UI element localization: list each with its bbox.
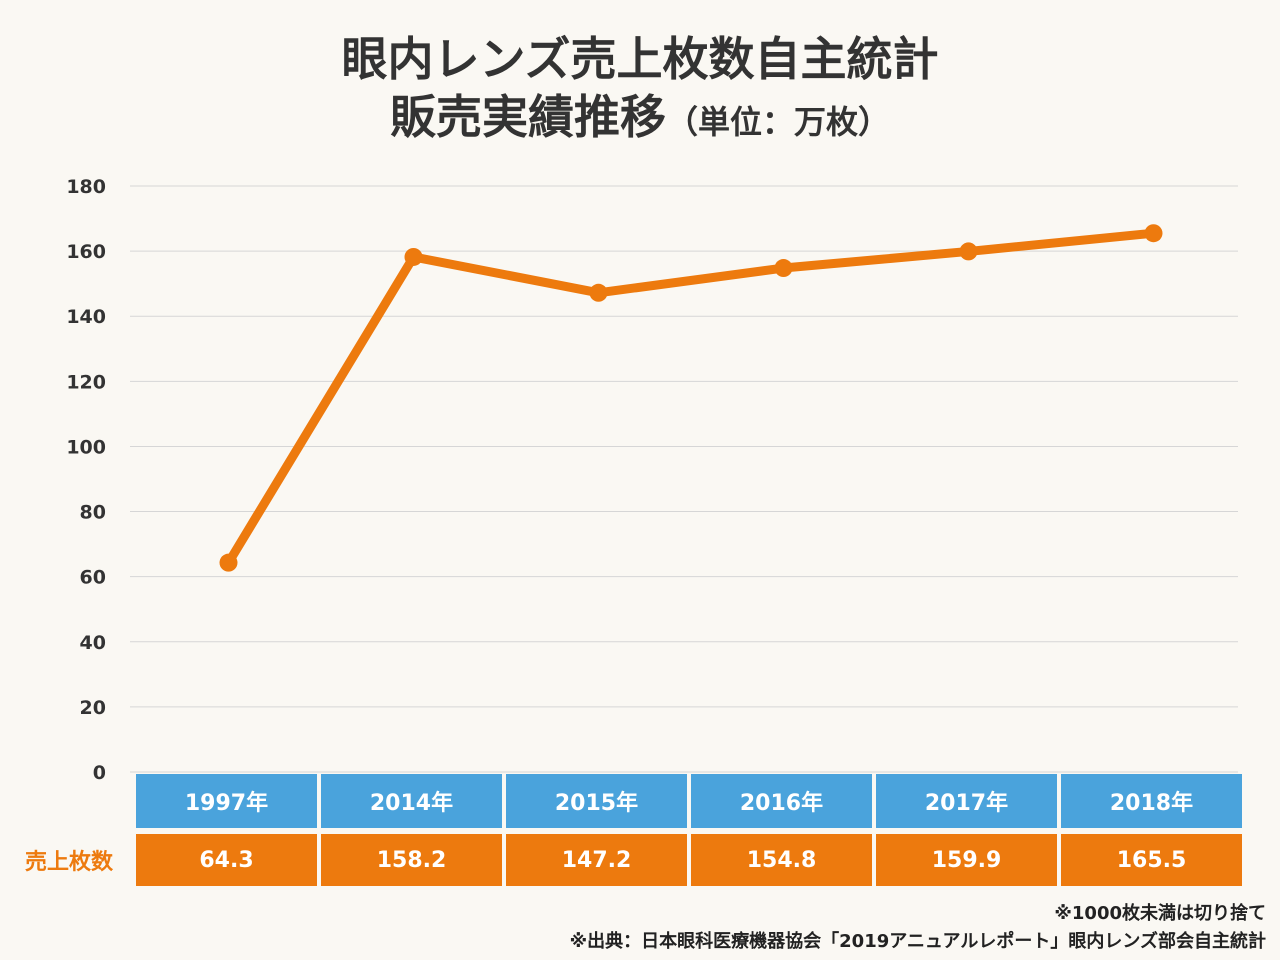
chart-title: 眼内レンズ売上枚数自主統計 販売実績推移（単位：万枚） (0, 30, 1280, 151)
y-tick-label-20: 20 (80, 697, 106, 719)
data-point-2015年 (589, 283, 608, 302)
data-point-2016年 (774, 259, 793, 278)
series-layer (219, 224, 1163, 572)
data-point-1997年 (219, 553, 238, 572)
title-line-2: 販売実績推移（単位：万枚） (0, 88, 1280, 151)
y-tick-label-140: 140 (66, 306, 106, 328)
footnote-rounding: ※1000枚未満は切り捨て (1054, 903, 1266, 924)
y-tick-label-120: 120 (66, 371, 106, 393)
grid-layer (130, 185, 1238, 773)
y-tick-label-180: 180 (66, 176, 106, 198)
series-line-0 (224, 228, 1158, 568)
data-point-2014年 (404, 247, 423, 266)
data-point-2018年 (1144, 224, 1163, 243)
title-line-1: 眼内レンズ売上枚数自主統計 (341, 32, 939, 86)
y-axis-ticks: 0 20 40 60 80 100 120 140 160 180 (66, 176, 106, 784)
title-unit: （単位：万枚） (665, 103, 890, 141)
y-tick-label-100: 100 (66, 436, 106, 458)
y-tick-label-80: 80 (80, 502, 106, 524)
y-tick-label-0: 0 (93, 762, 106, 784)
y-tick-label-60: 60 (80, 567, 106, 589)
footnote-source: ※出典：日本眼科医療機器協会「2019アニュアルレポート」眼内レンズ部会自主統計 (569, 931, 1266, 952)
footnotes: ※1000枚未満は切り捨て ※出典：日本眼科医療機器協会「2019アニュアルレポ… (570, 900, 1266, 956)
y-tick-label-40: 40 (80, 632, 106, 654)
y-tick-label-160: 160 (66, 241, 106, 263)
title-line-2-text: 販売実績推移 (389, 90, 666, 144)
data-point-2017年 (959, 242, 978, 261)
